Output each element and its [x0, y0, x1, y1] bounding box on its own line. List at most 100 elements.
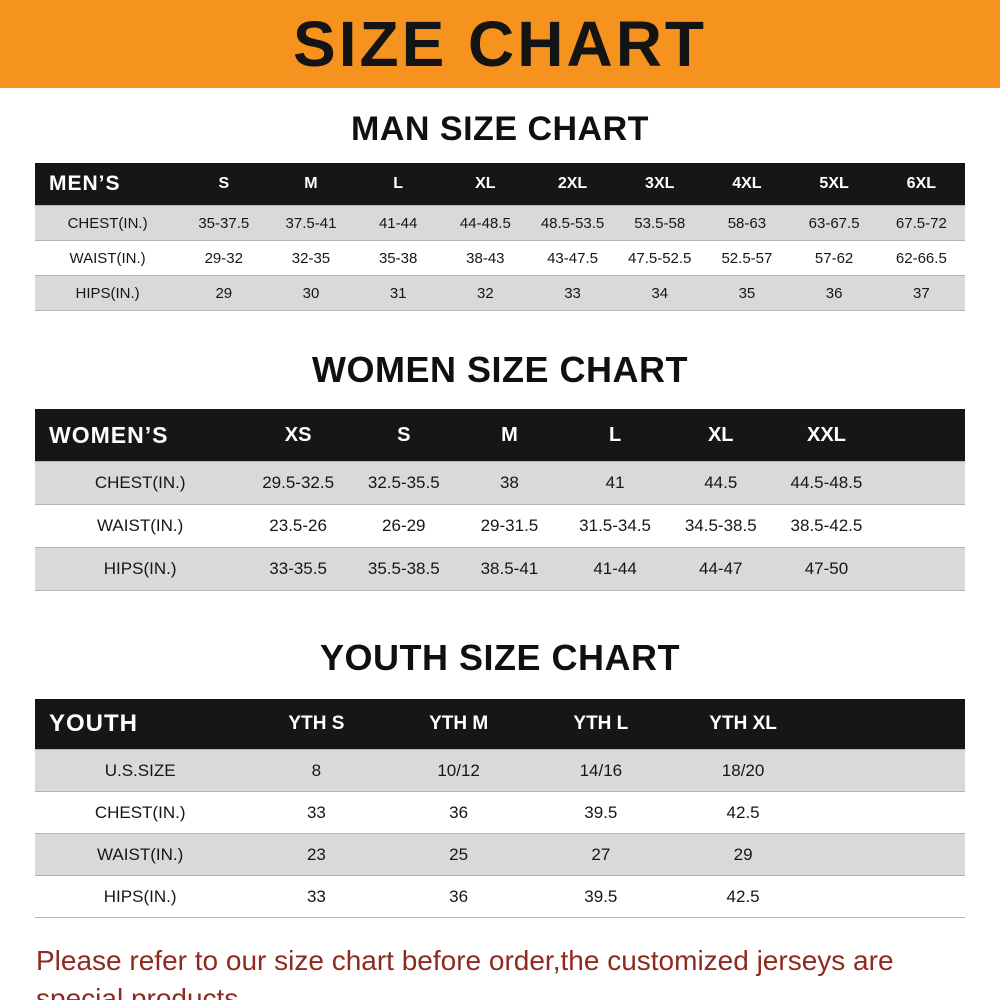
size-value-cell: 29.5-32.5 [262, 473, 335, 492]
filler-cell [814, 699, 965, 750]
size-value-cell: 44-48.5 [459, 214, 511, 232]
row-label: HIPS(IN.) [103, 886, 177, 906]
table-row: WAIST(IN.) 23 25 27 29 [35, 833, 965, 876]
table-row: CHEST(IN.) 35-37.5 37.5-41 41-44 44-48.5 48.5… [35, 205, 965, 241]
column-header: M [267, 163, 355, 206]
row-label: WAIST(IN.) [97, 844, 184, 864]
youth-size-table: YOUTH YTH S YTH M YTH L YTH XL U.S.SIZE 8 10/12… [35, 699, 965, 918]
size-value-cell: 44-47 [699, 559, 743, 578]
filler-cell [814, 792, 965, 834]
size-value-cell: 63-67.5 [808, 214, 860, 232]
size-value-cell: 35.5-38.5 [367, 559, 440, 578]
size-value-cell: 41-44 [378, 214, 418, 232]
size-value-cell: 32-35 [291, 249, 331, 267]
row-label: CHEST(IN.) [67, 214, 148, 232]
men-heading: MAN SIZE CHART [351, 110, 649, 148]
size-value-cell: 23.5-26 [269, 516, 327, 535]
header-row: WOMEN’S XS S M L XL XXL [35, 409, 965, 462]
size-value-cell: 10/12 [437, 760, 480, 780]
size-value-cell: 41 [605, 473, 625, 492]
column-header: S [180, 163, 268, 206]
size-value-cell: 18/20 [721, 760, 765, 780]
column-header: M [456, 409, 563, 462]
row-label: WAIST(IN.) [97, 516, 184, 535]
size-value-cell: 38.5-41 [480, 559, 539, 578]
size-value-cell: 38.5-42.5 [790, 516, 863, 535]
table-row: HIPS(IN.) 29 30 31 32 33 34 35 36 37 [35, 275, 965, 311]
column-header: XL [667, 409, 774, 462]
size-value-cell: 8 [311, 760, 322, 780]
size-value-cell: 57-62 [814, 249, 854, 267]
column-header: YTH L [529, 699, 672, 750]
size-value-cell: 43-47.5 [547, 249, 598, 267]
column-header: XL [441, 163, 529, 206]
youth-section: YOUTH SIZE CHART YOUTH YTH S YTH M YTH L YTH… [0, 591, 1000, 918]
column-header: L [562, 409, 668, 462]
column-header: XS [245, 409, 351, 462]
size-value-cell: 35-37.5 [198, 214, 250, 232]
table-row: CHEST(IN.) 29.5-32.5 32.5-35.5 38 41 44.5 44.5… [35, 461, 965, 505]
column-header: 6XL [877, 163, 965, 206]
column-header: 4XL [703, 163, 791, 206]
women-heading: WOMEN SIZE CHART [312, 349, 688, 390]
size-value-cell: 44.5 [704, 473, 738, 492]
women-table-container: WOMEN’S XS S M L XL XXL CHEST(IN.) 29.5-32.5 32.5… [35, 409, 965, 591]
men-size-table: MEN’S S M L XL 2XL 3XL 4XL 5XL 6XL CHEST(IN.) 35-37… [35, 163, 965, 311]
footer-notice: Please refer to our size chart before or… [36, 942, 964, 1000]
youth-heading: YOUTH SIZE CHART [319, 637, 680, 678]
table-row: CHEST(IN.) 33 36 39.5 42.5 [35, 791, 965, 834]
column-header: 2XL [528, 163, 617, 206]
row-label: WAIST(IN.) [69, 249, 146, 267]
size-value-cell: 36 [825, 284, 843, 302]
column-header: YTH M [387, 699, 530, 750]
row-label: U.S.SIZE [104, 760, 176, 780]
size-value-cell: 44.5-48.5 [790, 473, 863, 492]
size-value-cell: 29 [215, 284, 233, 302]
size-value-cell: 62-66.5 [895, 249, 947, 267]
men-table-container: MEN’S S M L XL 2XL 3XL 4XL 5XL 6XL CHEST(IN.) 35-37… [35, 163, 965, 311]
header-row: YOUTH YTH S YTH M YTH L YTH XL [35, 699, 965, 750]
filler-cell [879, 505, 965, 548]
size-value-cell: 31 [389, 284, 407, 302]
size-value-cell: 53.5-58 [634, 214, 686, 232]
size-value-cell: 30 [302, 284, 320, 302]
size-value-cell: 26-29 [382, 516, 426, 535]
size-value-cell: 38 [499, 473, 519, 492]
size-value-cell: 38-43 [466, 249, 505, 267]
size-value-cell: 47-50 [804, 559, 849, 578]
size-value-cell: 41-44 [593, 559, 637, 578]
men-table-title: MEN’S [35, 163, 181, 206]
filler-cell [879, 548, 965, 591]
size-value-cell: 29-32 [204, 249, 243, 267]
youth-table-container: YOUTH YTH S YTH M YTH L YTH XL U.S.SIZE 8 10/12… [35, 699, 965, 918]
size-value-cell: 37 [913, 284, 930, 302]
table-row: HIPS(IN.) 33 36 39.5 42.5 [35, 875, 965, 918]
youth-table-title: YOUTH [35, 699, 246, 750]
women-table-title: WOMEN’S [35, 409, 246, 462]
size-value-cell: 32 [477, 284, 494, 302]
size-value-cell: 42.5 [726, 802, 760, 822]
size-value-cell: 39.5 [584, 886, 618, 906]
column-header: YTH XL [671, 699, 815, 750]
size-value-cell: 58-63 [727, 214, 767, 232]
filler-cell [879, 462, 965, 505]
size-value-cell: 35-38 [378, 249, 418, 267]
size-value-cell: 31.5-34.5 [579, 516, 652, 535]
size-value-cell: 33 [306, 886, 326, 906]
size-value-cell: 25 [449, 844, 469, 864]
size-value-cell: 37.5-41 [285, 214, 337, 232]
column-header: 5XL [790, 163, 878, 206]
row-label: HIPS(IN.) [103, 559, 177, 578]
row-label: CHEST(IN.) [94, 473, 186, 492]
column-header: S [350, 409, 457, 462]
size-value-cell: 39.5 [584, 802, 618, 822]
size-value-cell: 33 [306, 802, 326, 822]
size-value-cell: 35 [738, 284, 756, 302]
notice-line-1: Please refer to our size chart before or… [36, 945, 894, 1000]
column-header: 3XL [616, 163, 704, 206]
filler-cell [814, 834, 965, 876]
women-size-table: WOMEN’S XS S M L XL XXL CHEST(IN.) 29.5-32.5 32.5… [35, 409, 965, 591]
men-section: MAN SIZE CHART MEN’S S M L XL 2XL 3XL 4XL 5XL 6XL… [0, 88, 1000, 311]
size-value-cell: 42.5 [726, 886, 760, 906]
